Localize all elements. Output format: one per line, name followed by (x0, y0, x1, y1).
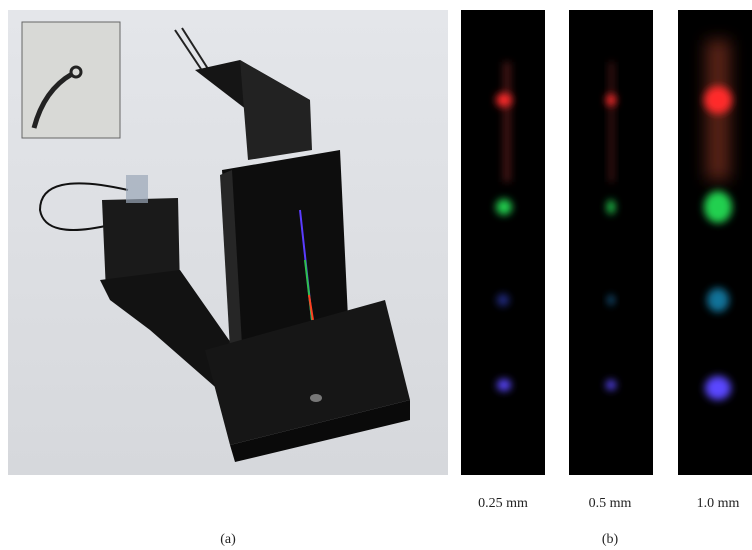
panel-label: (a) (220, 532, 236, 547)
strip-caption: 0.25 mm (478, 496, 528, 511)
spectra (461, 10, 752, 475)
strip-caption: 0.5 mm (589, 496, 632, 511)
figure: 0.25 mm 0.5 mm 1.0 mm (a) (b) (0, 0, 752, 550)
strip-caption: 1.0 mm (697, 496, 740, 511)
panel-label: (b) (602, 532, 619, 547)
photo (8, 10, 448, 475)
